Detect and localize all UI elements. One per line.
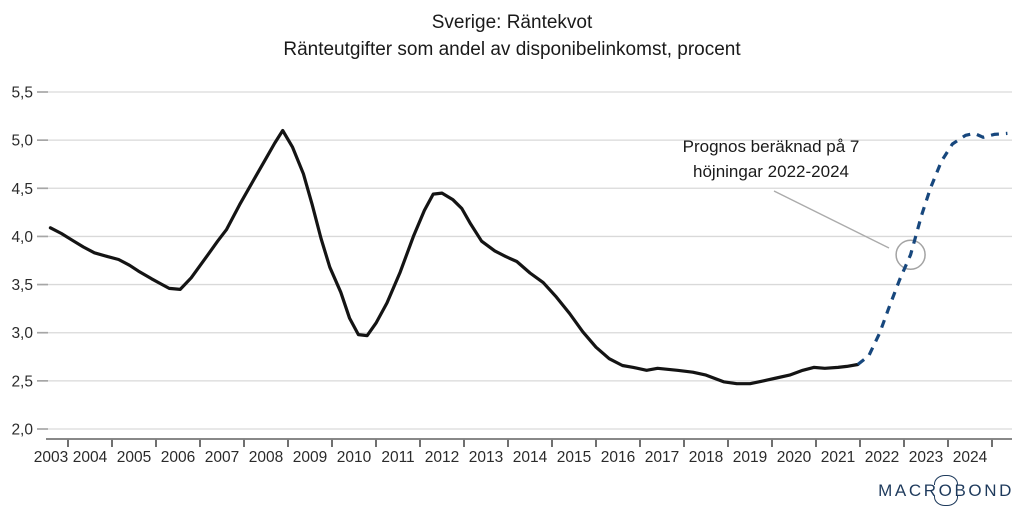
annotation-leader-line: [773, 190, 890, 249]
y-tick-label: 2,0: [11, 422, 33, 439]
forecast-dashed-line: [856, 131, 1008, 366]
chart-subtitle: Ränteutgifter som andel av disponibelink…: [283, 39, 741, 60]
chart-header: Sverige: Räntekvot Ränteutgifter som and…: [0, 9, 1024, 63]
x-tick-label: 2015: [557, 449, 591, 466]
x-tick-label: 2004: [73, 449, 108, 466]
history-solid-line: [48, 128, 860, 386]
forecast-annotation-line2: höjningar 2022-2024: [693, 162, 849, 181]
x-tick-label: 2013: [469, 449, 503, 466]
macrobond-logo: MACROBOND: [878, 475, 1014, 506]
annotation-circle: [895, 239, 926, 270]
x-tick-label: 2021: [821, 449, 855, 466]
forecast-annotation: Prognos beräknad på 7 höjningar 2022-202…: [591, 134, 951, 184]
x-tick-label: 2024: [953, 449, 988, 466]
x-tick-label: 2008: [249, 449, 283, 466]
y-tick-label: 4,0: [11, 229, 33, 246]
y-tick-label: 3,0: [11, 325, 33, 342]
y-tick-label: 4,5: [11, 181, 33, 198]
x-tick-label: 2009: [293, 449, 327, 466]
x-tick-label: 2005: [117, 449, 151, 466]
x-tick-label: 2011: [381, 449, 414, 466]
y-tick-label: 5,5: [11, 85, 33, 102]
x-tick-label: 2019: [733, 449, 767, 466]
y-tick-label: 5,0: [11, 133, 33, 150]
chart-title: Sverige: Räntekvot: [431, 12, 593, 33]
x-tick-label: 2012: [425, 449, 459, 466]
x-tick-label: 2017: [645, 449, 679, 466]
x-tick-label: 2003: [34, 449, 68, 466]
x-tick-label: 2022: [865, 449, 899, 466]
x-tick-label: 2010: [337, 449, 372, 466]
logo-text-right: BOND: [954, 481, 1014, 500]
x-tick-label: 2023: [909, 449, 943, 466]
forecast-annotation-line1: Prognos beräknad på 7: [682, 137, 860, 156]
x-tick-label: 2007: [205, 449, 239, 466]
y-tick-label: 3,5: [11, 277, 33, 294]
logo-text-left: MACR: [878, 481, 939, 500]
x-tick-label: 2018: [689, 449, 723, 466]
y-tick-label: 2,5: [11, 373, 33, 390]
x-tick-label: 2006: [161, 449, 195, 466]
logo-text-o: O: [938, 481, 955, 500]
x-tick-label: 2020: [777, 449, 812, 466]
logo-o-with-arcs-icon: O: [933, 475, 958, 506]
x-tick-label: 2016: [601, 449, 635, 466]
x-tick-label: 2014: [513, 449, 548, 466]
